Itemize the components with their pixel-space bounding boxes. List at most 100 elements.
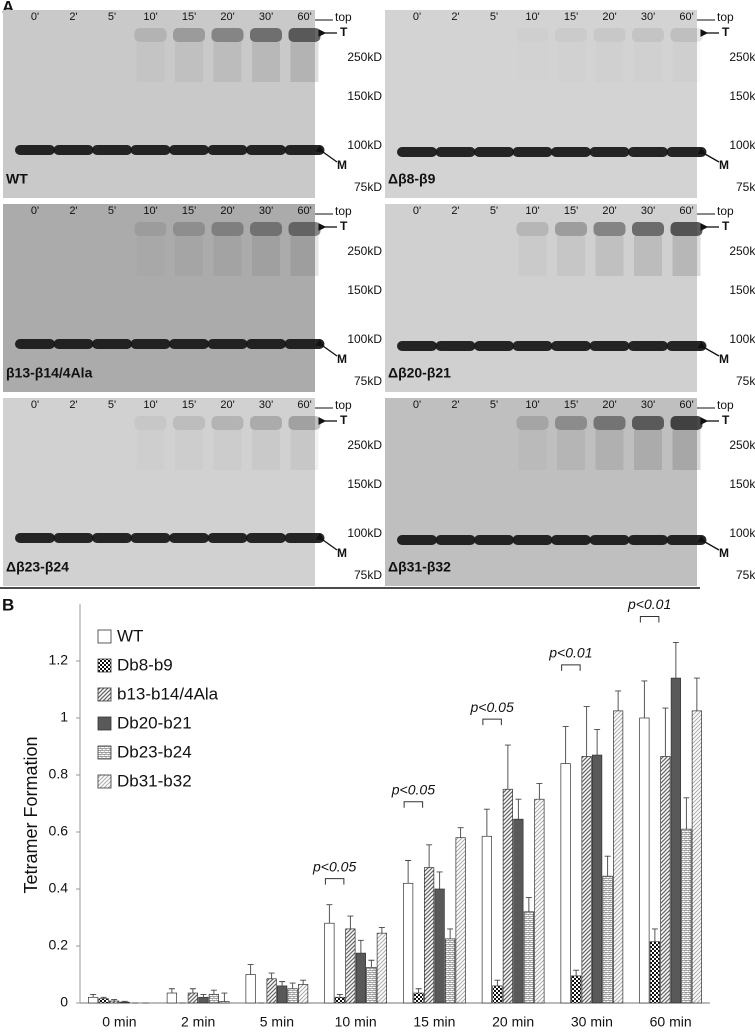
tetramer-band — [593, 416, 626, 430]
marker-label: 100kD — [729, 138, 755, 152]
bar — [376, 932, 387, 1004]
legend-swatch — [97, 687, 112, 702]
monomer-band — [397, 147, 437, 157]
marker-label: 150kD — [347, 89, 382, 103]
error-bar — [100, 996, 107, 999]
lane-label: 10' — [143, 205, 157, 217]
bar — [287, 988, 298, 1004]
lane-label: 5' — [108, 205, 116, 217]
marker-label: M — [719, 546, 729, 560]
x-tick-label: 5 min — [260, 1014, 294, 1030]
y-tick-label: 0 — [60, 994, 68, 1010]
monomer-band — [246, 339, 286, 349]
lane-label: 15' — [182, 205, 196, 217]
bar — [413, 992, 424, 1004]
tetramer-band — [632, 416, 664, 430]
bar — [277, 985, 288, 1004]
marker-label: 250kD — [347, 438, 382, 452]
error-bar — [683, 797, 690, 830]
marker-label: 100kD — [729, 526, 755, 540]
lane-label: 60' — [297, 205, 311, 217]
bar — [560, 763, 571, 1004]
bar — [334, 996, 345, 1004]
lane-label: 5' — [490, 399, 498, 411]
tetramer-band — [593, 28, 626, 42]
error-bar — [357, 939, 364, 954]
bar — [455, 837, 466, 1004]
monomer-band — [435, 341, 476, 351]
tetramer-band — [555, 222, 587, 236]
error-bar — [90, 994, 97, 998]
lane-label: 5' — [490, 205, 498, 217]
y-tick-label: 1 — [60, 709, 68, 725]
tetramer-band — [516, 416, 549, 430]
marker-label: M — [719, 352, 729, 366]
marker-label: 150kD — [729, 89, 755, 103]
error-bar — [504, 744, 511, 790]
lane-label: 0' — [413, 399, 421, 411]
tetramer-smear — [518, 236, 547, 276]
bar — [571, 975, 582, 1004]
error-bar — [336, 994, 343, 998]
marker-label: 75kD — [354, 180, 382, 194]
error-bar — [536, 783, 543, 800]
tetramer-band — [555, 416, 587, 430]
error-bar — [426, 844, 433, 868]
monomer-band — [397, 535, 437, 545]
error-bar — [247, 964, 254, 975]
lane-label: 5' — [108, 399, 116, 411]
error-bar — [651, 928, 658, 942]
tetramer-smear — [290, 236, 319, 276]
tetramer-smear — [518, 430, 547, 470]
tetramer-band — [173, 28, 205, 42]
tetramer-band — [134, 222, 167, 236]
marker-label: 100kD — [347, 332, 382, 346]
lane-label: 20' — [220, 205, 234, 217]
tetramer-band — [211, 416, 244, 430]
monomer-band — [628, 147, 668, 157]
monomer-band — [284, 533, 325, 543]
lane-label: 0' — [31, 399, 39, 411]
significance-bracket — [561, 664, 581, 671]
monomer-band — [551, 147, 591, 157]
lane-label: 30' — [259, 205, 273, 217]
x-tick-label: 0 min — [102, 1014, 136, 1030]
error-bar — [378, 927, 385, 934]
monomer-band — [169, 533, 209, 543]
legend-swatch — [97, 629, 112, 644]
error-bar — [604, 855, 611, 877]
bar — [639, 717, 650, 1004]
lane-label: 30' — [641, 11, 655, 23]
monomer-band — [15, 145, 55, 155]
tetramer-smear — [290, 430, 319, 470]
significance-bracket — [482, 718, 502, 726]
marker-label: 250kD — [729, 50, 755, 64]
legend-label: Db8-b9 — [117, 655, 173, 674]
arrow — [697, 341, 720, 357]
bar — [187, 992, 198, 1004]
marker-label: 150kD — [729, 283, 755, 297]
tetramer-smear — [595, 430, 624, 470]
monomer-band — [15, 533, 55, 543]
monomer-band — [92, 145, 132, 155]
error-bar — [525, 897, 532, 912]
annotation: p<0.05 — [312, 858, 356, 874]
marker-label: top — [335, 204, 352, 218]
marker-label: M — [337, 546, 347, 560]
tetramer-band — [670, 222, 703, 236]
y-tick-label: 1.2 — [49, 652, 69, 668]
lane-label: 2' — [69, 399, 77, 411]
marker-label: M — [719, 158, 729, 172]
y-axis-label: Tetramer Formation — [21, 736, 41, 893]
tetramer-band — [288, 416, 321, 430]
lane-label: 60' — [297, 399, 311, 411]
marker-label: 100kD — [729, 332, 755, 346]
bar — [219, 1001, 230, 1004]
x-tick-label: 15 min — [413, 1014, 455, 1030]
monomer-band — [207, 533, 248, 543]
error-bar — [573, 969, 580, 976]
y-tick-label: 0.8 — [49, 766, 69, 782]
lane-label: 2' — [451, 11, 459, 23]
error-bar — [221, 992, 228, 1002]
lane-label: 30' — [259, 399, 273, 411]
